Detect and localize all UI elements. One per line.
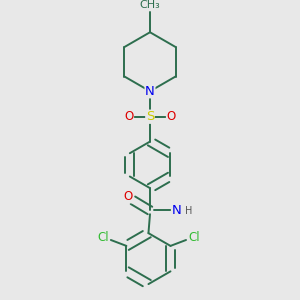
Text: N: N (145, 85, 155, 98)
Text: O: O (123, 190, 132, 203)
Text: O: O (167, 110, 176, 123)
Text: N: N (172, 204, 181, 217)
Text: S: S (146, 110, 154, 123)
Text: Cl: Cl (97, 231, 109, 244)
Text: CH₃: CH₃ (140, 0, 160, 10)
Text: Cl: Cl (188, 231, 200, 244)
Text: O: O (124, 110, 134, 123)
Text: H: H (184, 206, 192, 216)
